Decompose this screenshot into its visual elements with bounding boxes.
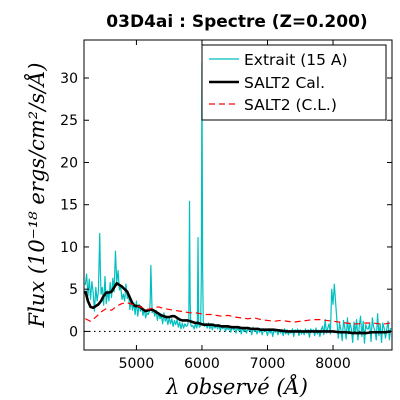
series-layer <box>84 62 392 344</box>
axis-ticks: 5000 6000 7000 8000 0 5 10 15 20 25 30 <box>60 40 392 372</box>
y-tick-label: 30 <box>60 71 78 87</box>
y-tick-label: 0 <box>69 324 78 340</box>
plot-frame <box>83 39 393 351</box>
x-axis-label: λ observé (Å) <box>165 374 308 399</box>
x-tick-label: 6000 <box>184 356 220 372</box>
x-tick-label: 8000 <box>315 356 351 372</box>
y-tick-label: 15 <box>60 198 78 214</box>
x-tick-label: 7000 <box>250 356 286 372</box>
y-tick-label: 5 <box>69 282 78 298</box>
series-line-salt2-c-l <box>85 302 391 325</box>
x-tick-label: 5000 <box>119 356 155 372</box>
y-axis-label: Flux (10⁻¹⁸ ergs/cm²/s/Å) <box>24 63 49 329</box>
y-tick-label: 20 <box>60 155 78 171</box>
series-line-salt2-cal <box>84 281 391 335</box>
legend-label-salt2-cal: SALT2 Cal. <box>244 74 325 92</box>
y-tick-label: 25 <box>60 113 78 129</box>
legend-label-salt2-cl: SALT2 (C.L.) <box>244 96 337 114</box>
y-tick-label: 10 <box>60 240 78 256</box>
legend: Extrait (15 A) SALT2 Cal. SALT2 (C.L.) <box>201 44 387 121</box>
chart-title: 03D4ai : Spectre (Z=0.200) <box>106 12 367 32</box>
legend-label-extrait: Extrait (15 A) <box>244 51 348 69</box>
